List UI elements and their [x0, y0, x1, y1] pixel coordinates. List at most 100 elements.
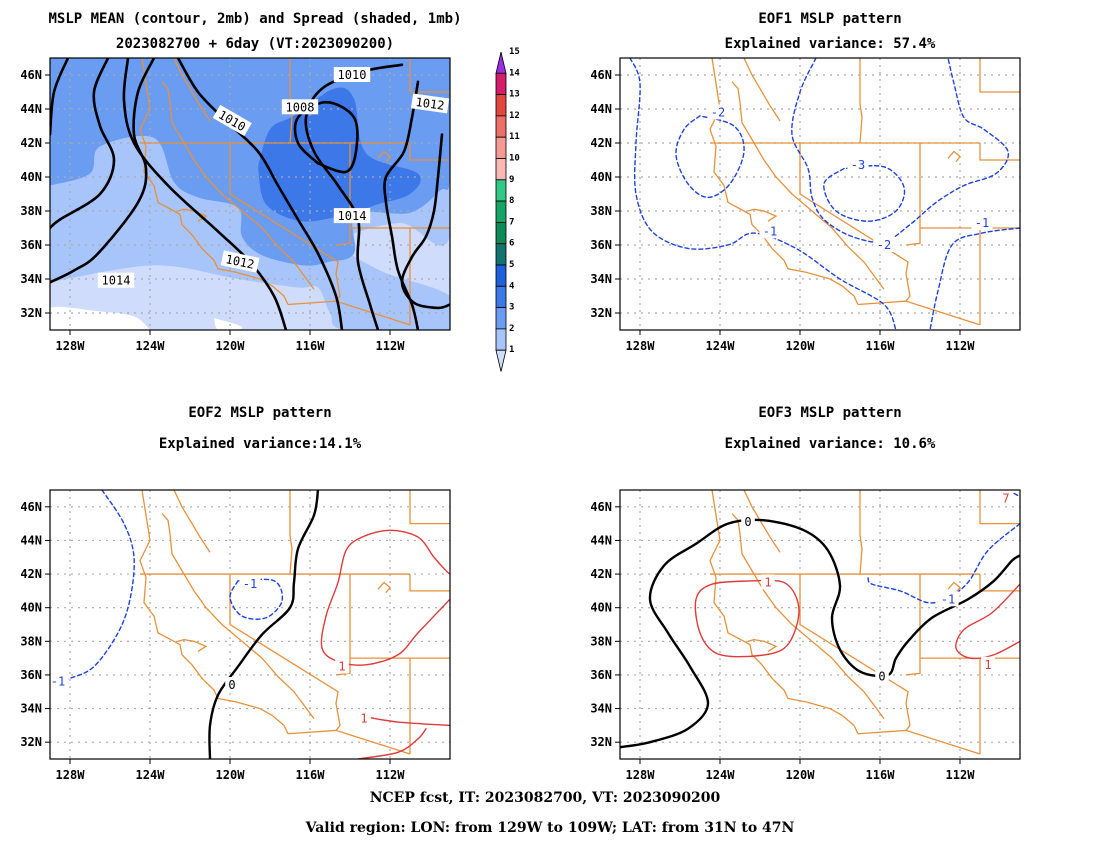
y-tick-label: 36N	[20, 238, 42, 252]
contour-label-text: -1	[975, 216, 989, 230]
state-border	[139, 490, 289, 735]
state-border	[731, 81, 885, 290]
panel-title: EOF1 MSLP pattern	[758, 11, 901, 27]
y-tick-label: 36N	[590, 668, 612, 682]
contour-1012	[122, 58, 288, 330]
x-tick-label: 116W	[296, 768, 326, 782]
contour-label-text: -1	[941, 592, 955, 606]
contour-label: -1	[50, 673, 69, 689]
contour-label-text: 1014	[102, 274, 131, 288]
state-border	[709, 490, 859, 735]
y-tick-label: 44N	[20, 533, 42, 547]
contour-label-bg	[212, 104, 252, 137]
y-tick-label: 42N	[20, 136, 42, 150]
contour-label: 0	[875, 668, 889, 684]
panel-frame	[49, 57, 451, 331]
y-tick-label: 42N	[590, 136, 612, 150]
contour-0	[208, 490, 320, 759]
y-tick-label: 44N	[590, 102, 612, 116]
contour-label: 7	[999, 490, 1013, 506]
contour-label-text: 0	[744, 515, 751, 529]
contour-label-text: 7	[1002, 491, 1009, 505]
x-tick-label: 112W	[946, 339, 976, 353]
y-tick-label: 36N	[20, 668, 42, 682]
colorbar-cell	[495, 158, 507, 181]
panel-eof2: -1 -1 0 1 1 128W 124W 120W 116W 112W 46N 44N 42N 40N 3…	[20, 405, 451, 782]
footer-line-1: NCEP fcst, IT: 2023082700, VT: 202309020…	[370, 790, 721, 806]
state-border	[905, 658, 921, 676]
x-tick-label: 128W	[626, 768, 656, 782]
contour-label-bg	[97, 272, 135, 288]
y-tick-label: 42N	[20, 567, 42, 581]
contour-label-bg	[875, 668, 889, 684]
contour-label-bg	[741, 513, 755, 529]
colorbar-label: 6	[509, 239, 514, 249]
contour-label-bg	[971, 214, 993, 230]
x-tick-label: 120W	[216, 768, 246, 782]
state-border	[747, 208, 778, 222]
state-border	[161, 81, 315, 290]
contour-label-bg	[335, 658, 349, 674]
contour-neg1	[629, 58, 897, 330]
spread-level-4	[258, 87, 421, 222]
x-tick-label: 120W	[786, 339, 816, 353]
state-border	[979, 490, 1020, 525]
contour-label-text: 1012	[224, 252, 255, 272]
colorbar-cell	[495, 136, 507, 159]
y-tick-label: 44N	[20, 102, 42, 116]
contour-label: 1012	[220, 250, 260, 273]
state-border	[799, 574, 911, 731]
y-tick-label: 38N	[20, 204, 42, 218]
contour-label: -1	[239, 576, 261, 592]
panel-subtitle: Explained variance: 57.4%	[725, 36, 936, 52]
state-border	[161, 513, 315, 720]
colorbar-cell	[495, 307, 507, 330]
state-border	[731, 513, 885, 720]
contour-label-bg	[999, 490, 1013, 506]
state-border	[709, 58, 859, 305]
contour-label-bg	[50, 673, 69, 689]
contour-label: 1	[981, 656, 995, 672]
x-tick-label: 116W	[866, 339, 896, 353]
state-border	[947, 150, 961, 163]
state-border	[139, 58, 289, 305]
contour-1014	[50, 58, 156, 284]
state-border	[979, 58, 1020, 93]
contour-1014	[400, 133, 450, 310]
contour-label-text: -3	[851, 158, 865, 172]
state-border	[289, 490, 293, 575]
contour-label: 1008	[281, 99, 319, 115]
colorbar-cell	[495, 200, 507, 223]
contour-label-bg	[357, 710, 371, 726]
state-border	[409, 58, 450, 93]
y-tick-label: 40N	[20, 170, 42, 184]
x-tick-label: 120W	[216, 339, 246, 353]
contour-label: 0	[225, 677, 239, 693]
state-border	[287, 300, 411, 326]
contour-label-bg	[981, 656, 995, 672]
state-border	[229, 574, 341, 731]
plot-area: -2 -3 -1 -2 -1	[620, 58, 1020, 330]
y-tick-label: 32N	[20, 735, 42, 749]
panel-subtitle: Explained variance: 10.6%	[725, 436, 936, 452]
panel-subtitle: 2023082700 + 6day (VT:2023090200)	[116, 36, 394, 52]
colorbar-label: 10	[509, 154, 520, 164]
contour-label: 1	[357, 710, 371, 726]
contour-1	[357, 728, 427, 759]
contour-label-text: -1	[763, 224, 777, 238]
colorbar-cell	[495, 328, 507, 351]
colorbar-label: 14	[509, 68, 520, 78]
x-tick-label: 124W	[136, 339, 166, 353]
contour-label: -3	[847, 157, 869, 173]
x-tick-label: 124W	[136, 768, 166, 782]
contour-label-bg	[759, 223, 781, 239]
colorbar-label: 4	[509, 281, 515, 291]
state-border	[799, 143, 911, 302]
contour-label-text: 1	[984, 658, 991, 672]
colorbar-cell	[495, 179, 507, 202]
y-tick-label: 32N	[590, 306, 612, 320]
contour-label: -2	[873, 237, 895, 252]
spread-level-1	[50, 306, 150, 330]
colorbar-cell	[495, 51, 507, 74]
